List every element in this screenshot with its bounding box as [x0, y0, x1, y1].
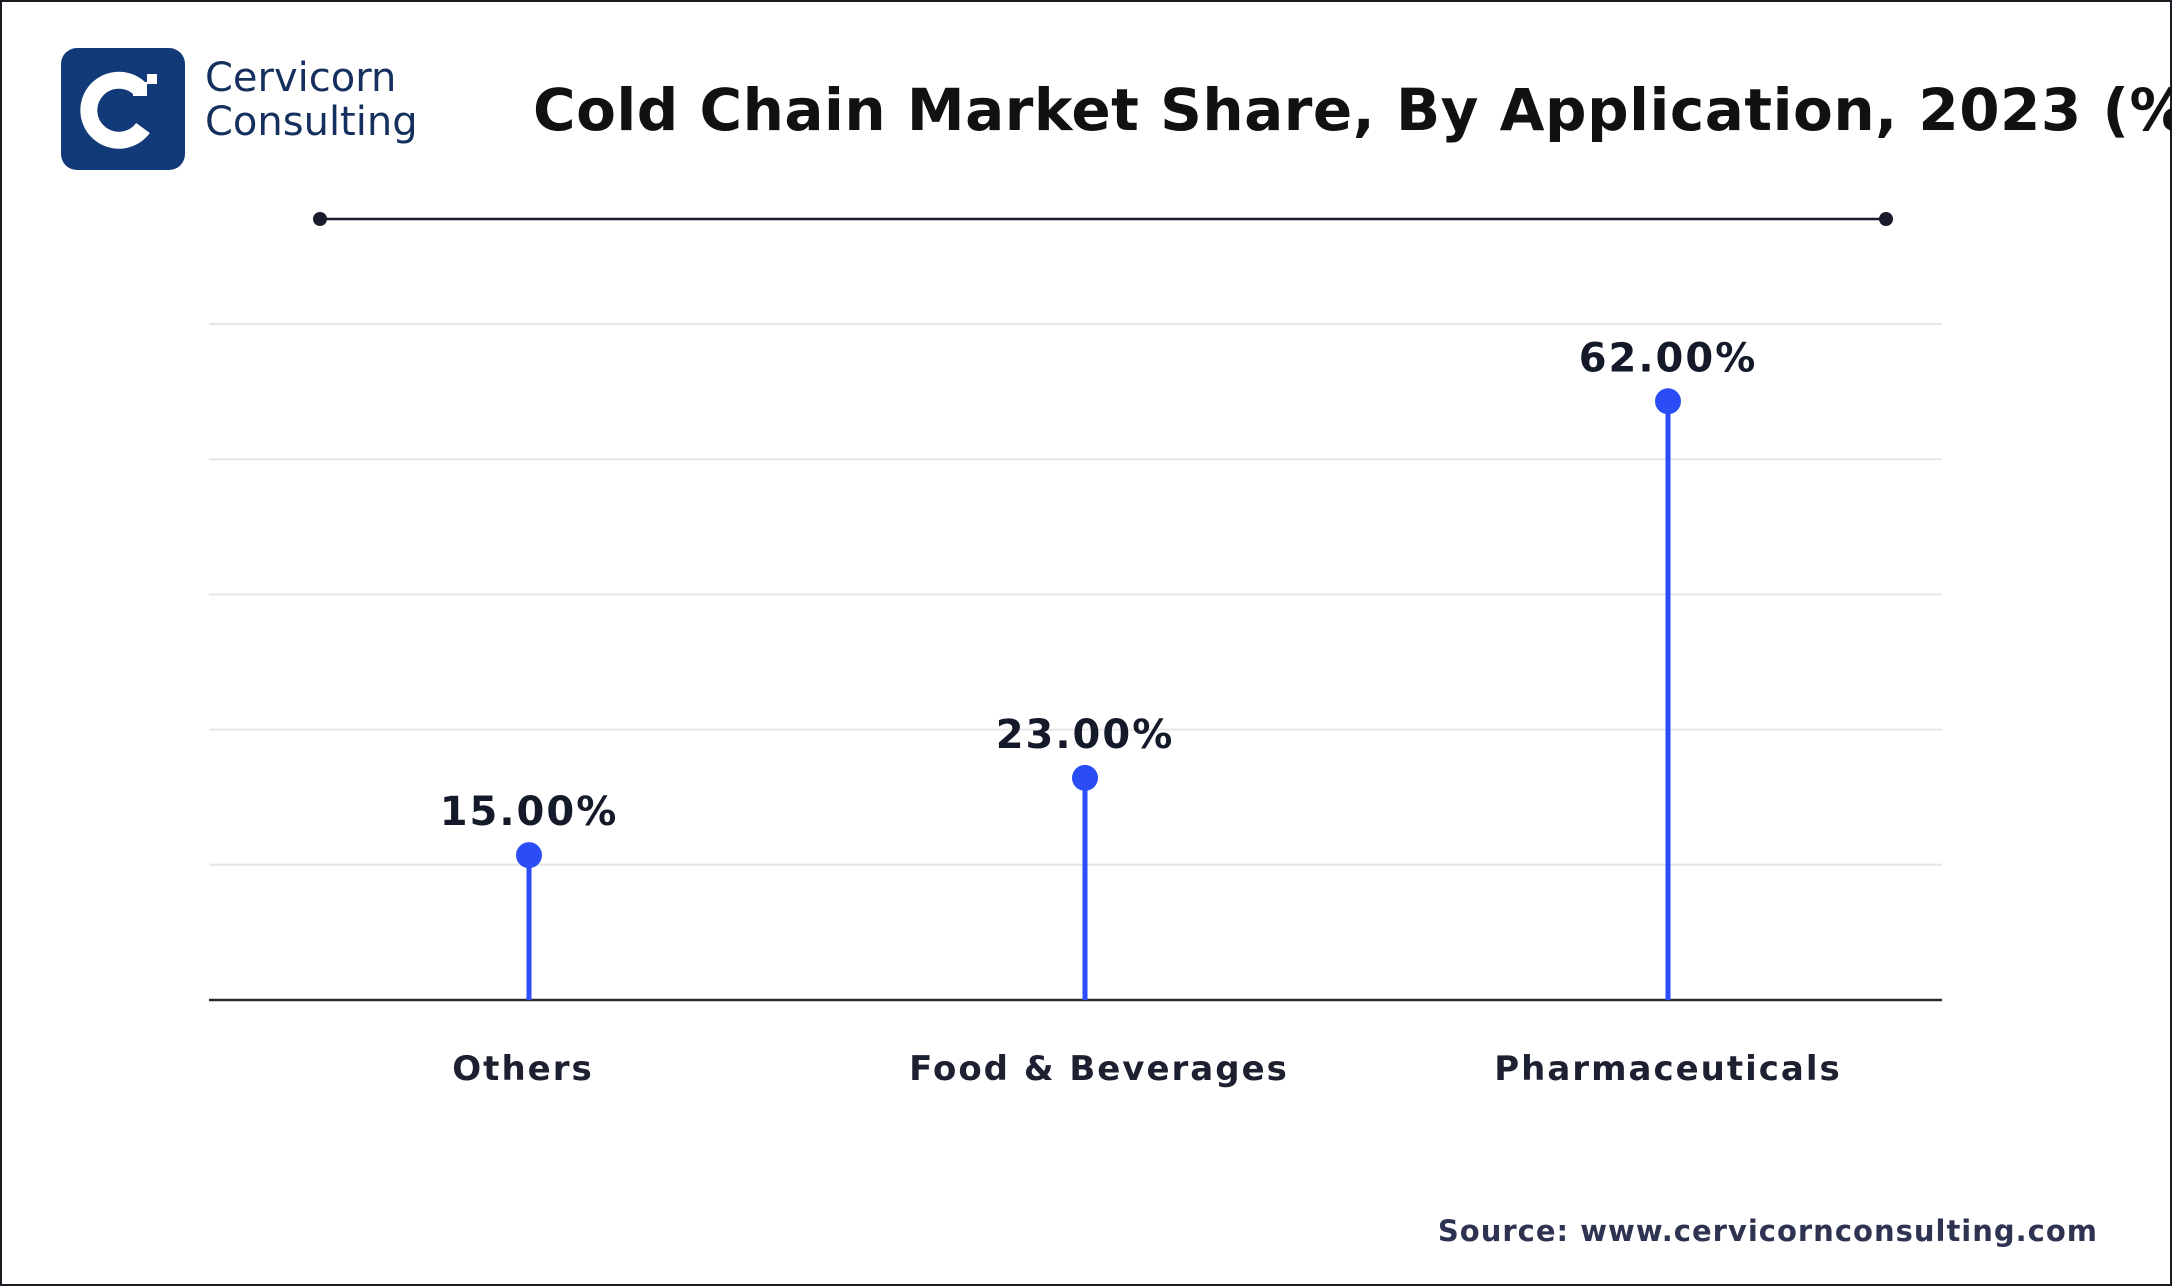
data-label: 62.00%: [1579, 335, 1758, 381]
lollipop-point: [516, 842, 542, 869]
lollipop-point: [1072, 764, 1098, 791]
cervicorn-logo-icon: [61, 48, 185, 170]
brand-line1: Cervicorn: [205, 55, 397, 101]
category-label: Food & Beverages: [909, 1049, 1289, 1089]
data-label: 23.00%: [996, 712, 1175, 758]
source-text: Source: www.cervicornconsulting.com: [1437, 1214, 2098, 1248]
data-label: 15.00%: [440, 789, 619, 835]
chart-title: Cold Chain Market Share, By Application,…: [533, 76, 2172, 144]
lollipop-point: [1655, 388, 1681, 415]
divider-dot-left: [313, 212, 327, 226]
brand-name: Cervicorn Consulting: [205, 56, 418, 144]
divider-dot-right: [1879, 212, 1893, 226]
category-label: Pharmaceuticals: [1494, 1049, 1842, 1089]
brand-line2: Consulting: [205, 99, 418, 145]
category-label: Others: [452, 1049, 593, 1089]
